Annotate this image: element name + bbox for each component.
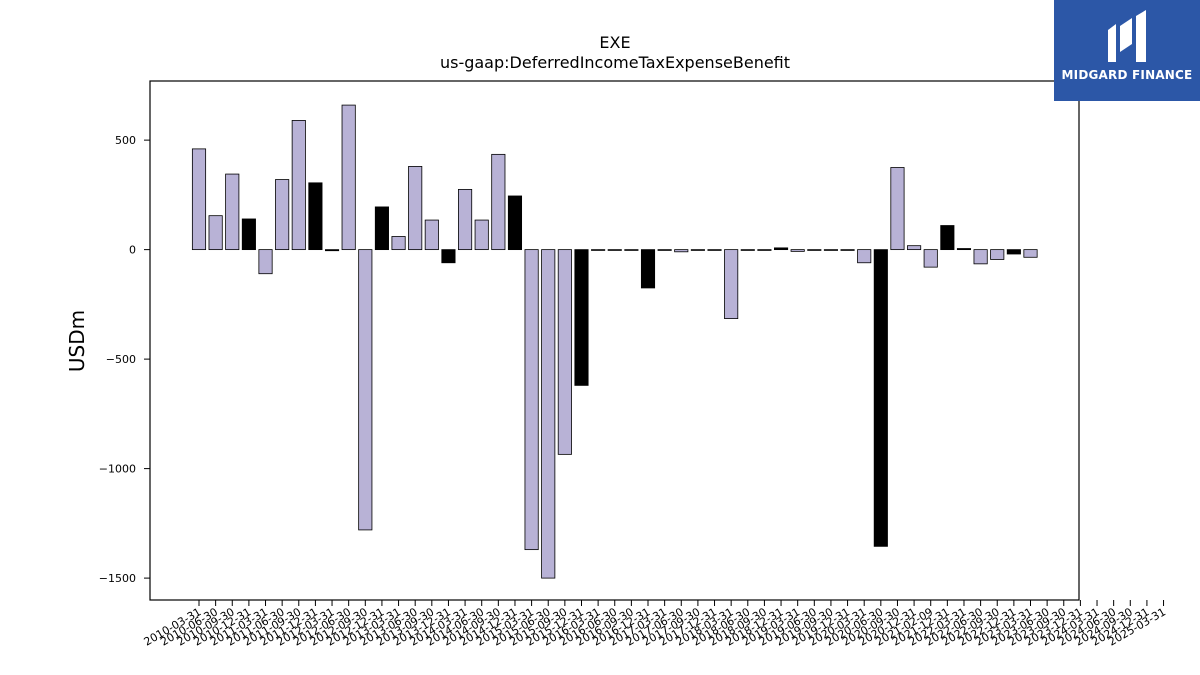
bar-2018-12-31 [774,247,789,251]
bar-2014-09-30 [491,153,506,251]
bar-2014-06-30 [474,219,489,251]
bar-2021-12-31 [940,225,955,251]
bar-2013-03-31 [391,236,406,251]
bar-2014-03-31 [458,188,473,251]
bar-2011-12-31 [308,182,323,251]
plot-frame [149,80,1080,601]
y-axis-label: USDm [65,310,89,372]
bar-2010-03-31 [191,148,207,251]
bar-2013-12-31 [441,249,456,264]
bar-2020-12-31 [907,245,922,251]
bar-2017-03-31 [657,249,672,251]
bar-2017-12-31 [707,249,722,251]
brand-name: MIDGARD FINANCE [1061,68,1193,82]
chart-title: EXE [599,33,630,52]
y-axis: −1500 −1000 −500 0 500 [99,134,150,585]
chart-subtitle: us-gaap:DeferredIncomeTaxExpenseBenefit [440,53,790,72]
y-tick-label: −1500 [99,572,136,585]
bar-2015-03-31 [524,249,539,551]
bar-2015-12-31 [574,249,589,386]
bar-2017-06-30 [674,249,689,253]
bar-2018-09-30 [757,249,772,251]
bar-2019-09-30 [823,249,838,251]
bar-2016-12-31 [640,249,656,289]
bar-2019-12-31 [840,249,855,251]
midgard-logo-icon [1108,10,1146,62]
bar-2022-12-31 [1006,249,1021,255]
bar-2019-03-31 [790,249,805,252]
x-axis: 2010-03-312010-06-302010-09-302010-12-31… [142,600,1168,649]
bar-2013-06-30 [408,166,423,251]
bar-2011-06-30 [275,179,290,251]
bar-2012-03-31 [324,249,340,252]
bar-2020-06-30 [873,249,888,547]
bars-group [191,104,1038,579]
brand-logo: MIDGARD FINANCE [1054,0,1200,101]
bar-2016-03-31 [591,249,606,251]
bar-2011-09-30 [291,120,306,251]
bar-2015-06-30 [541,249,556,579]
bar-2016-06-30 [607,249,622,251]
bar-2017-09-30 [690,249,705,251]
bar-2011-03-31 [258,249,273,275]
bar-2020-09-30 [890,167,905,251]
bar-2012-09-30 [358,249,373,531]
y-tick-label: −1000 [99,463,136,476]
bar-2022-03-31 [956,248,972,251]
bar-2010-12-31 [241,218,256,251]
bar-2015-09-30 [557,249,572,455]
bar-2022-09-30 [990,249,1005,260]
bar-2020-03-31 [857,249,872,264]
y-tick-label: 0 [129,244,136,257]
y-tick-label: −500 [106,353,136,366]
bar-2014-12-31 [507,195,523,251]
bar-2019-06-30 [807,249,822,251]
bar-2018-03-31 [724,249,739,319]
bar-2016-09-30 [624,249,639,251]
bar-2012-12-31 [374,206,389,251]
bar-2012-06-30 [341,104,356,251]
bar-2010-09-30 [225,173,240,251]
bar-2021-02-09 [923,249,938,268]
bar-2018-06-30 [740,249,755,251]
bar-2023-03-31 [1023,249,1038,258]
bar-2022-06-30 [973,249,988,265]
bar-2013-09-30 [424,219,439,251]
bar-2010-06-30 [208,215,223,251]
y-tick-label: 500 [115,134,136,147]
